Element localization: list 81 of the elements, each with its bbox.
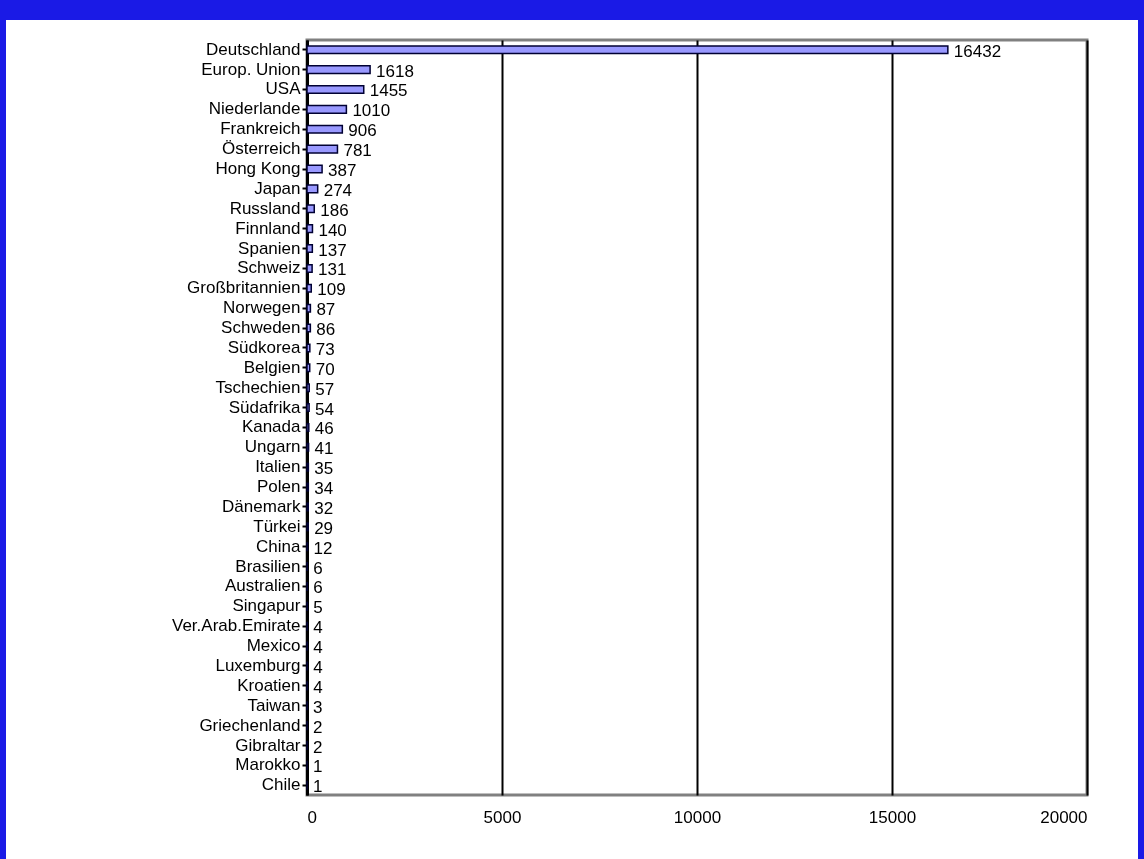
y-tick-label: Frankreich	[220, 119, 301, 139]
data-label: 1	[313, 757, 323, 777]
data-label: 387	[328, 161, 357, 181]
data-label: 35	[314, 459, 334, 479]
y-tick-label: Belgien	[243, 357, 301, 377]
y-tick-label: Norwegen	[223, 298, 301, 318]
data-label: 57	[315, 379, 335, 399]
data-label: 86	[316, 320, 336, 340]
y-tick-label: Polen	[257, 477, 301, 497]
y-tick-label: Österreich	[222, 139, 301, 159]
y-tick-label: Dänemark	[222, 496, 301, 516]
data-label: 4	[313, 657, 323, 677]
data-label: 5	[313, 598, 323, 618]
data-label: 1010	[352, 101, 391, 121]
data-label: 32	[314, 498, 334, 518]
data-label: 140	[318, 220, 347, 240]
y-tick-label: Ungarn	[244, 437, 301, 457]
data-label: 186	[320, 200, 349, 220]
y-tick-label: Schweden	[221, 318, 301, 338]
data-label: 1455	[369, 81, 408, 101]
y-tick-label: Finnland	[235, 218, 301, 238]
y-tick-label: China	[256, 536, 302, 556]
y-tick-label: Chile	[261, 775, 301, 795]
y-tick-label: Niederlande	[208, 99, 301, 119]
data-label: 41	[314, 439, 334, 459]
y-tick-label: Türkei	[253, 516, 301, 536]
data-label: 29	[314, 518, 334, 538]
y-tick-label: USA	[265, 79, 302, 99]
y-tick-label: Luxemburg	[215, 655, 301, 675]
data-label: 131	[318, 260, 347, 280]
y-tick-label: Hong Kong	[215, 159, 301, 179]
data-label: 781	[343, 141, 372, 161]
data-label: 4	[313, 677, 323, 697]
y-tick-label: Ver.Arab.Emirate	[171, 616, 301, 636]
y-tick-label: Russland	[229, 198, 301, 218]
y-tick-label: Italien	[255, 457, 301, 477]
y-tick-label: Südafrika	[228, 397, 302, 417]
y-tick-label: Großbritannien	[187, 278, 301, 298]
y-tick-label: Europ. Union	[201, 59, 301, 79]
data-label: 2	[313, 717, 323, 737]
x-tick-label: 20000	[1040, 807, 1088, 827]
data-label: 46	[314, 419, 334, 439]
y-tick-label: Kroatien	[237, 675, 301, 695]
data-label: 70	[315, 359, 335, 379]
data-label: 6	[313, 558, 323, 578]
y-tick-label: Deutschland	[205, 39, 301, 59]
data-label: 906	[348, 121, 377, 141]
data-label: 137	[318, 240, 347, 260]
data-label: 109	[317, 280, 346, 300]
data-label: 73	[315, 339, 335, 359]
data-label: 6	[313, 578, 323, 598]
data-label: 3	[313, 697, 323, 717]
data-label: 12	[313, 538, 333, 558]
data-label: 87	[316, 300, 336, 320]
x-tick-label: 15000	[868, 807, 917, 827]
data-label: 16432	[953, 41, 1002, 61]
data-label: 1	[313, 777, 323, 797]
x-tick-label: 5000	[483, 807, 522, 827]
y-tick-label: Kanada	[241, 417, 302, 437]
data-label: 54	[315, 399, 335, 419]
y-tick-label: Schweiz	[237, 258, 301, 278]
x-tick-label: 0	[307, 807, 317, 827]
y-tick-label: Marokko	[235, 755, 301, 775]
data-label: 274	[323, 180, 353, 200]
y-tick-label: Gibraltar	[235, 735, 301, 755]
x-tick-label: 10000	[673, 807, 722, 827]
y-tick-label: Tschechien	[215, 377, 301, 397]
y-tick-label: Taiwan	[247, 695, 301, 715]
y-tick-label: Mexico	[246, 636, 301, 656]
y-tick-label: Japan	[254, 178, 301, 198]
data-label: 4	[313, 638, 323, 658]
y-tick-label: Südkorea	[227, 337, 302, 357]
y-tick-label: Brasilien	[235, 556, 301, 576]
data-label: 1618	[376, 61, 414, 81]
data-label: 34	[314, 479, 334, 499]
data-label: 2	[313, 737, 323, 757]
y-tick-label: Spanien	[238, 238, 301, 258]
y-tick-label: Australien	[224, 576, 301, 596]
y-tick-label: Griechenland	[199, 715, 301, 735]
y-tick-label: Singapur	[232, 596, 301, 616]
data-label: 4	[313, 618, 323, 638]
